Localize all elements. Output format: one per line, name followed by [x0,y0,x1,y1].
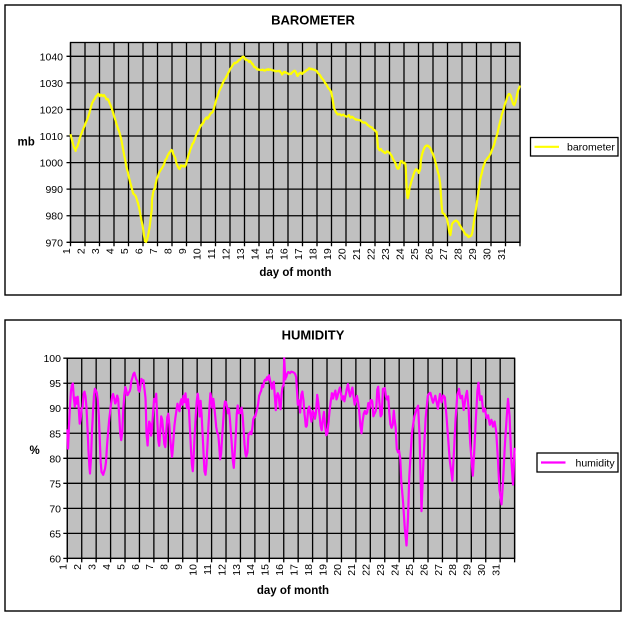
svg-text:19: 19 [317,564,329,576]
svg-text:12: 12 [216,564,228,576]
svg-text:25: 25 [404,564,416,576]
svg-text:22: 22 [365,248,377,260]
svg-text:21: 21 [346,564,358,576]
svg-text:30: 30 [476,564,488,576]
svg-text:980: 980 [45,211,63,223]
svg-text:60: 60 [49,553,61,565]
svg-text:2: 2 [72,564,84,570]
svg-text:BAROMETER: BAROMETER [271,13,355,28]
svg-text:95: 95 [49,378,61,390]
svg-text:7: 7 [144,564,156,570]
svg-text:day of month: day of month [259,267,331,279]
svg-text:10: 10 [191,248,203,260]
svg-text:31: 31 [496,248,508,260]
svg-text:15: 15 [260,564,272,576]
svg-text:14: 14 [249,248,261,260]
svg-text:100: 100 [43,353,61,365]
svg-text:4: 4 [101,564,113,570]
svg-text:HUMIDITY: HUMIDITY [282,328,345,343]
svg-text:8: 8 [159,564,171,570]
svg-text:8: 8 [162,248,174,254]
svg-text:80: 80 [49,453,61,465]
svg-text:19: 19 [322,248,334,260]
svg-text:1: 1 [58,564,70,570]
svg-text:17: 17 [293,248,305,260]
svg-text:30: 30 [481,248,493,260]
svg-text:14: 14 [245,564,257,576]
svg-text:13: 13 [235,248,247,260]
svg-text:11: 11 [202,564,214,575]
svg-text:23: 23 [375,564,387,576]
svg-text:20: 20 [332,564,344,576]
svg-text:65: 65 [49,528,61,540]
svg-text:2: 2 [75,248,87,254]
svg-text:5: 5 [115,564,127,570]
svg-text:5: 5 [119,248,131,254]
svg-text:13: 13 [231,564,243,576]
svg-text:26: 26 [423,248,435,260]
svg-text:27: 27 [438,248,450,260]
svg-text:11: 11 [206,248,218,259]
svg-text:18: 18 [303,564,315,576]
svg-text:85: 85 [49,428,61,440]
svg-text:15: 15 [264,248,276,260]
svg-text:1: 1 [61,248,73,254]
svg-text:9: 9 [173,564,185,570]
svg-text:25: 25 [409,248,421,260]
svg-text:24: 24 [394,248,406,260]
svg-text:31: 31 [490,564,502,576]
svg-text:28: 28 [447,564,459,576]
svg-text:12: 12 [220,248,232,260]
svg-text:1010: 1010 [40,131,64,143]
svg-text:10: 10 [187,564,199,576]
svg-text:24: 24 [389,564,401,576]
svg-text:21: 21 [351,248,363,260]
svg-text:90: 90 [49,403,61,415]
svg-text:20: 20 [336,248,348,260]
svg-text:990: 990 [45,184,63,196]
svg-text:1020: 1020 [40,104,64,116]
svg-text:16: 16 [274,564,286,576]
svg-text:23: 23 [380,248,392,260]
svg-text:3: 3 [86,564,98,570]
svg-text:26: 26 [418,564,430,576]
svg-text:18: 18 [307,248,319,260]
svg-text:29: 29 [467,248,479,260]
svg-text:1040: 1040 [40,51,64,63]
svg-text:6: 6 [133,248,145,254]
svg-text:27: 27 [433,564,445,576]
svg-text:17: 17 [288,564,300,576]
svg-text:75: 75 [49,478,61,490]
svg-text:humidity: humidity [576,457,616,469]
svg-text:970: 970 [45,237,63,249]
svg-text:22: 22 [361,564,373,576]
svg-text:barometer: barometer [567,142,615,154]
svg-text:29: 29 [462,564,474,576]
svg-text:4: 4 [104,248,116,254]
svg-text:%: % [30,445,40,457]
svg-text:3: 3 [90,248,102,254]
svg-text:7: 7 [148,248,160,254]
svg-text:1000: 1000 [40,158,64,170]
svg-text:mb: mb [18,137,35,149]
svg-text:day of month: day of month [257,585,329,597]
svg-text:1030: 1030 [40,78,64,90]
svg-text:6: 6 [130,564,142,570]
svg-text:70: 70 [49,503,61,515]
svg-text:28: 28 [452,248,464,260]
svg-text:16: 16 [278,248,290,260]
svg-text:9: 9 [177,248,189,254]
